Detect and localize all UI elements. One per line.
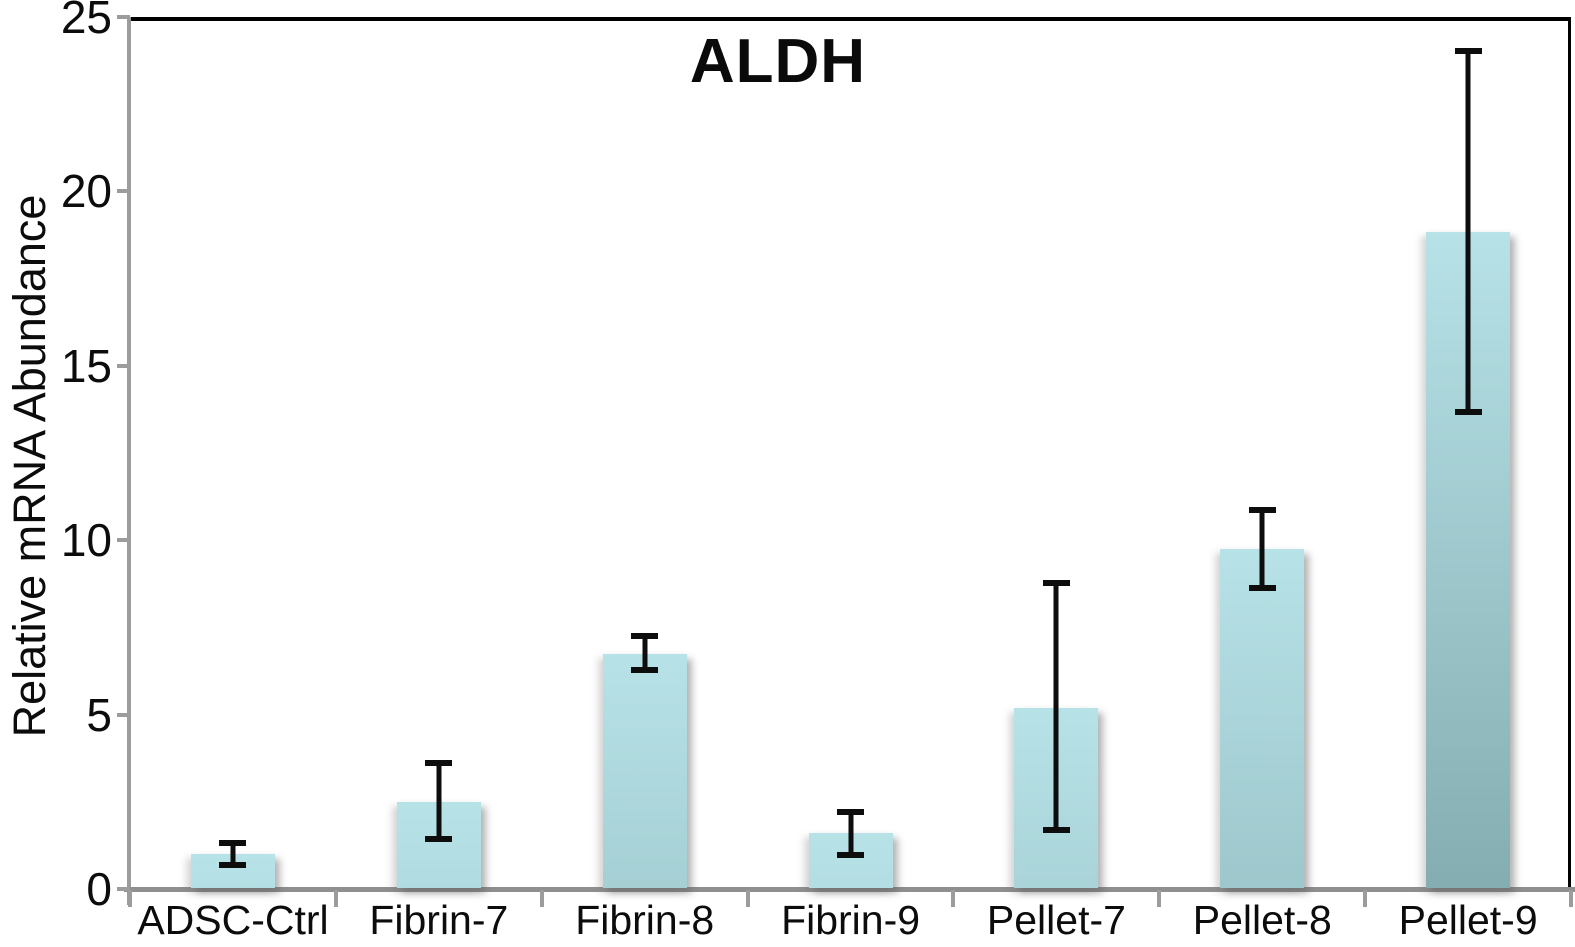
- y-tick-label: 10: [60, 514, 112, 567]
- error-bar-fibrin-8: [631, 632, 659, 673]
- y-tick-label: 5: [86, 688, 112, 741]
- error-bar-pellet-9: [1454, 48, 1482, 415]
- x-category-label: Pellet-7: [986, 897, 1126, 943]
- error-bar-fibrin-7: [425, 759, 453, 842]
- error-bar-stem: [1259, 507, 1265, 591]
- chart-title: ALDH: [689, 27, 867, 96]
- bar-fibrin-7: [396, 801, 481, 888]
- error-bar-adsc-ctrl: [219, 840, 247, 869]
- bar-pellet-8: [1220, 548, 1305, 888]
- x-category-label: Fibrin-7: [369, 897, 509, 943]
- error-bar-stem: [436, 759, 442, 842]
- bar-pellet-9: [1426, 231, 1511, 888]
- x-axis-line: [124, 887, 1575, 892]
- error-bar-stem: [1465, 48, 1471, 415]
- error-bar-stem: [848, 808, 853, 858]
- error-bar-stem: [1053, 580, 1059, 834]
- x-axis-tick: [745, 890, 750, 907]
- bar-fibrin-8: [602, 653, 687, 888]
- bar-fibrin-9: [808, 833, 893, 888]
- y-axis-tick: [117, 538, 130, 543]
- y-axis-tick: [117, 189, 130, 194]
- y-axis-tick: [117, 363, 130, 368]
- x-category-label: Pellet-8: [1192, 897, 1332, 943]
- y-tick-label: 0: [86, 863, 112, 915]
- error-bar-stem: [230, 840, 236, 869]
- y-axis-tick: [117, 15, 130, 19]
- error-bar-fibrin-9: [837, 808, 864, 858]
- y-tick-label: 15: [60, 339, 112, 392]
- x-axis-tick: [1569, 890, 1573, 907]
- y-axis-tick: [117, 712, 130, 717]
- x-axis-tick: [1157, 890, 1162, 907]
- x-axis-tick: [1363, 890, 1368, 907]
- y-axis-title: Relative mRNA Abundance: [4, 194, 55, 738]
- error-bar-pellet-8: [1248, 507, 1276, 591]
- error-bar-stem: [642, 632, 648, 673]
- plot-area: [130, 17, 1571, 889]
- error-bar-pellet-7: [1042, 580, 1070, 834]
- y-axis-tick: [117, 887, 130, 891]
- x-axis-tick: [951, 890, 956, 907]
- y-tick-label: 20: [60, 165, 112, 218]
- x-axis-tick: [333, 890, 338, 907]
- x-axis-tick: [128, 890, 132, 907]
- x-category-label: Fibrin-8: [575, 897, 715, 943]
- y-tick-label: 25: [60, 0, 112, 43]
- x-category-label: Pellet-9: [1398, 897, 1538, 943]
- x-category-label: ADSC-Ctrl: [137, 897, 329, 943]
- y-axis-line: [127, 17, 131, 905]
- x-category-label: Fibrin-9: [781, 897, 921, 943]
- x-axis-tick: [539, 890, 544, 907]
